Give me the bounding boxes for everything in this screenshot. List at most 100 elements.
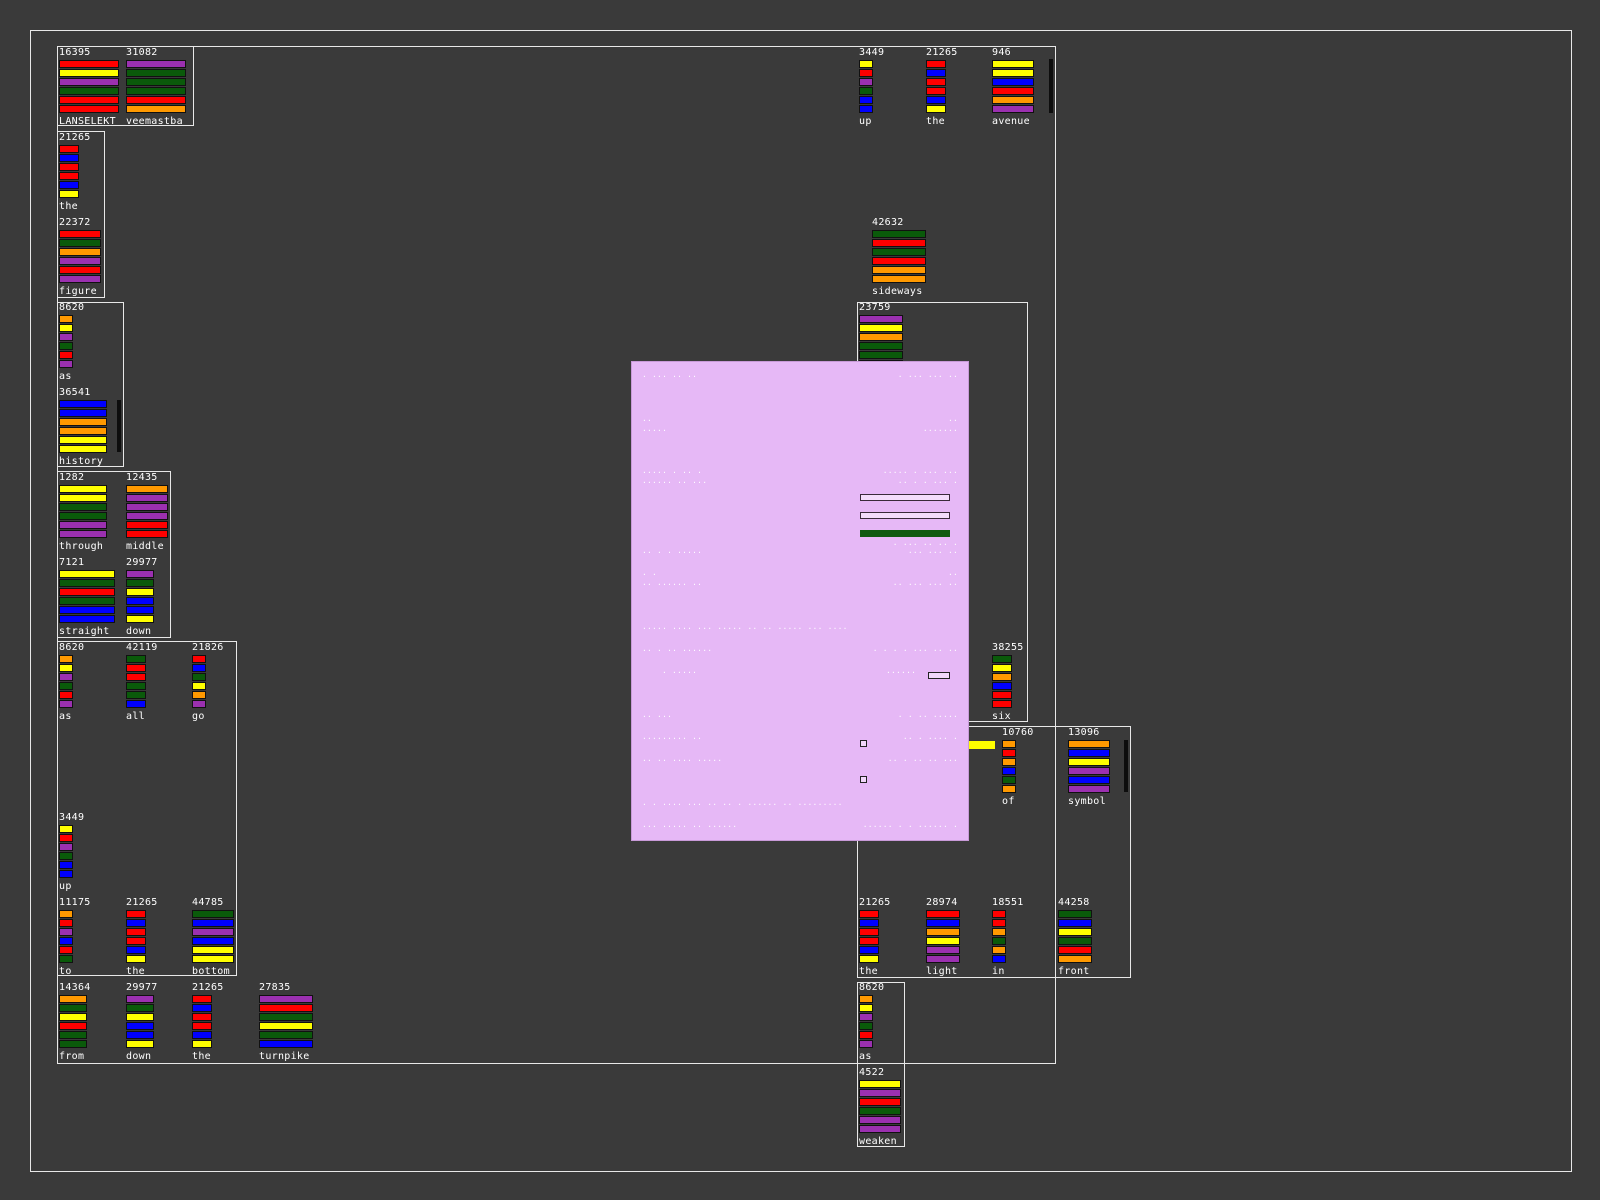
dialog-text: · · ···· ··· ·· ·· · ······ ·· ········· xyxy=(642,800,843,809)
bar-stack xyxy=(59,995,119,1049)
color-bar xyxy=(59,105,119,113)
color-bar xyxy=(59,445,107,453)
dialog-text: ····· · ··· ··· xyxy=(882,468,958,477)
group-frame xyxy=(857,726,1131,978)
word-cell: 38255 six xyxy=(990,642,1052,722)
color-bar xyxy=(859,1004,873,1012)
word-cell: 3449 up xyxy=(857,47,919,127)
color-bar xyxy=(992,937,1006,945)
word-cell: 31082 veemastba xyxy=(124,47,186,127)
bar-stack xyxy=(59,825,119,879)
bar-stack xyxy=(126,485,186,539)
color-bar xyxy=(59,870,73,878)
word-cell: 8620 as xyxy=(857,982,919,1062)
bar-stack xyxy=(126,995,186,1049)
color-bar xyxy=(59,324,73,332)
color-bar xyxy=(859,105,873,113)
checkbox[interactable] xyxy=(860,740,867,747)
word-count: 42632 xyxy=(872,217,904,228)
color-bar xyxy=(859,333,903,341)
word-count: 16395 xyxy=(59,47,91,58)
color-bar xyxy=(259,1004,313,1012)
color-bar xyxy=(992,682,1012,690)
mini-field[interactable] xyxy=(928,672,950,679)
word-cell: 3449 up xyxy=(57,812,119,892)
color-bar xyxy=(192,928,234,936)
color-bar xyxy=(1002,767,1016,775)
bar-stack xyxy=(992,655,1052,709)
color-bar xyxy=(59,266,101,274)
color-bar xyxy=(859,87,873,95)
color-bar xyxy=(192,691,206,699)
color-bar xyxy=(59,664,73,672)
bar-stack xyxy=(126,910,186,964)
word-cell: 22372 figure xyxy=(57,217,119,297)
dialog-text: ······ xyxy=(886,668,917,677)
scroll-bar[interactable] xyxy=(117,400,121,452)
bar-stack xyxy=(992,60,1052,114)
word-label: go xyxy=(192,711,205,722)
color-bar xyxy=(859,342,903,350)
bar-stack xyxy=(992,910,1052,964)
color-bar xyxy=(859,937,879,945)
color-bar xyxy=(59,1004,87,1012)
checkbox[interactable] xyxy=(860,776,867,783)
word-count: 11175 xyxy=(59,897,91,908)
dialog-text: ·· ··· xyxy=(642,712,673,721)
slider-track[interactable] xyxy=(860,530,950,537)
color-bar xyxy=(59,172,79,180)
color-bar xyxy=(59,955,73,963)
color-bar xyxy=(192,937,234,945)
color-bar xyxy=(992,955,1006,963)
dialog-text: · ··· ··· ·· xyxy=(897,372,958,381)
slider-track[interactable] xyxy=(860,512,950,519)
color-bar xyxy=(126,946,146,954)
word-count: 21265 xyxy=(926,47,958,58)
color-bar xyxy=(59,579,115,587)
color-bar xyxy=(126,96,186,104)
scroll-bar[interactable] xyxy=(1124,740,1128,792)
dialog-text: ·· · ·· ······ xyxy=(642,646,713,655)
bar-stack xyxy=(59,910,119,964)
color-bar xyxy=(59,691,73,699)
dialog-text: ·· · · ··· · xyxy=(897,478,958,487)
scroll-bar[interactable] xyxy=(1049,59,1053,113)
word-count: 28974 xyxy=(926,897,958,908)
word-count: 12435 xyxy=(126,472,158,483)
word-label: up xyxy=(859,116,872,127)
bar-stack xyxy=(859,910,919,964)
word-cell: 14364 from xyxy=(57,982,119,1062)
color-bar xyxy=(926,78,946,86)
color-bar xyxy=(1058,919,1092,927)
color-bar xyxy=(859,69,873,77)
color-bar xyxy=(1002,749,1016,757)
word-label: the xyxy=(126,966,145,977)
word-label: figure xyxy=(59,286,97,297)
group-frame xyxy=(57,641,237,976)
word-count: 21826 xyxy=(192,642,224,653)
color-bar xyxy=(59,615,115,623)
color-bar xyxy=(872,266,926,274)
word-cell: 44785 bottom xyxy=(190,897,252,977)
color-bar xyxy=(59,673,73,681)
color-bar xyxy=(859,955,879,963)
word-cell: 946 avenue xyxy=(990,47,1052,127)
word-label: up xyxy=(59,881,72,892)
color-bar xyxy=(1068,776,1110,784)
color-bar xyxy=(992,60,1034,68)
bar-stack xyxy=(926,910,986,964)
color-bar xyxy=(859,1125,901,1133)
word-cell: 36541 history xyxy=(57,387,119,467)
color-bar xyxy=(59,494,107,502)
color-bar xyxy=(192,1004,212,1012)
bar-stack xyxy=(126,60,186,114)
color-bar xyxy=(859,1080,901,1088)
color-bar xyxy=(1002,740,1016,748)
bar-stack xyxy=(59,400,119,454)
word-cell: 7121 straight xyxy=(57,557,119,637)
color-bar xyxy=(859,928,879,936)
color-bar xyxy=(59,521,107,529)
slider-track[interactable] xyxy=(860,494,950,501)
color-bar xyxy=(859,1116,901,1124)
color-bar xyxy=(992,87,1034,95)
